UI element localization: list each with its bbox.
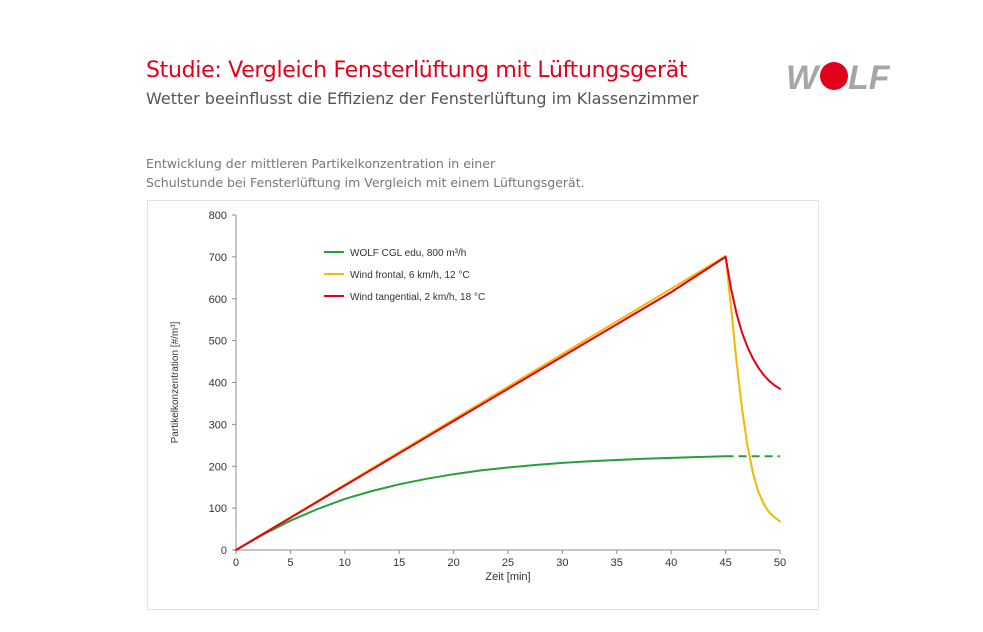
chart-description: Entwicklung der mittleren Partikelkonzen… <box>146 154 585 192</box>
chart-panel: 0 100 200 300 400 500 600 700 800 0 5 10 15 20 25 30 35 4… <box>147 200 819 610</box>
page-title: Studie: Vergleich Fensterlüftung mit Lüf… <box>146 58 688 83</box>
logo-letters-lf: LF <box>848 59 891 96</box>
x-tick-label: 30 <box>556 557 568 569</box>
y-tick-label: 100 <box>209 503 227 515</box>
x-tick-label: 0 <box>233 557 239 569</box>
wolf-logo-icon: W LF <box>786 59 891 96</box>
chart-description-line-2: Schulstunde bei Fensterlüftung im Vergle… <box>146 175 585 190</box>
y-tick-label: 400 <box>209 378 227 390</box>
x-tick-label: 15 <box>393 557 405 569</box>
x-tick-label: 40 <box>665 557 677 569</box>
x-tick-label: 35 <box>611 557 623 569</box>
y-tick-label: 200 <box>209 461 227 473</box>
x-tick-label: 45 <box>719 557 731 569</box>
line-chart: 0 100 200 300 400 500 600 700 800 0 5 10 15 20 25 30 35 4… <box>170 210 786 583</box>
x-tick-label: 5 <box>287 557 293 569</box>
y-tick-label: 500 <box>209 336 227 348</box>
y-tick-label: 600 <box>209 294 227 306</box>
series-line-1 <box>235 455 727 551</box>
y-tick-label: 800 <box>209 210 227 222</box>
x-axis-label: Zeit [min] <box>485 571 530 583</box>
series-line-2 <box>235 255 781 551</box>
legend-label-1: WOLF CGL edu, 800 m³/h <box>350 248 466 259</box>
chart-description-line-1: Entwicklung der mittleren Partikelkonzen… <box>146 156 496 171</box>
legend-label-3: Wind tangential, 2 km/h, 18 °C <box>350 292 485 303</box>
x-tick-label: 20 <box>447 557 459 569</box>
logo-letter-w: W <box>786 59 821 96</box>
y-tick-label: 0 <box>221 545 227 557</box>
y-tick-label: 700 <box>209 252 227 264</box>
legend-label-2: Wind frontal, 6 km/h, 12 °C <box>350 270 470 281</box>
x-tick-label: 50 <box>774 557 786 569</box>
x-tick-label: 10 <box>339 557 351 569</box>
page-subtitle: Wetter beeinflusst die Effizienz der Fen… <box>146 89 699 108</box>
series-line-3 <box>235 255 781 551</box>
y-axis-label: Partikelkonzentration [#/m³] <box>170 321 181 443</box>
logo-dot <box>820 62 848 90</box>
y-tick-label: 300 <box>209 419 227 431</box>
x-tick-label: 25 <box>502 557 514 569</box>
